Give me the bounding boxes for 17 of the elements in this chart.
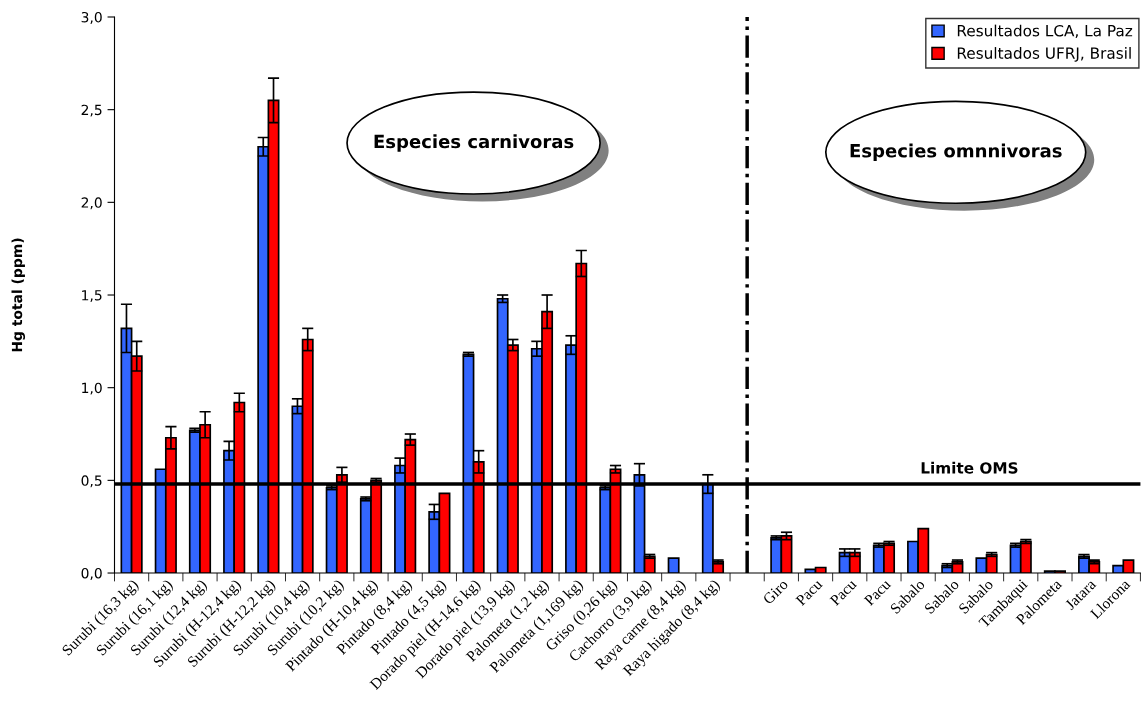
y-tick-label: 3,0 [81, 11, 102, 24]
legend-label: Resultados UFRJ, Brasil [957, 47, 1131, 62]
legend-label: Resultados LCA, La Paz [957, 24, 1133, 39]
y-tick-label: 2,0 [81, 197, 102, 210]
y-tick-label: 2,5 [81, 104, 102, 117]
annotation: Especies omnnivoras [850, 143, 1062, 162]
x-tick-label: Pacu [863, 578, 892, 607]
y-tick-label: 1,0 [82, 382, 102, 395]
ref-line-label: Limite OMS [921, 461, 1018, 474]
y-axis-title: Hg total (ppm) [11, 238, 26, 352]
x-tick-label: Pacu [795, 578, 823, 607]
x-tick-label: Giro [762, 578, 789, 605]
y-tick-label: 0,0 [81, 567, 102, 580]
y-tick-label: 1,5 [82, 290, 102, 302]
y-tick-label: 0,5 [81, 475, 102, 488]
annotation: Especies carnivoras [374, 134, 574, 152]
x-tick-label: Pacu [829, 578, 858, 607]
